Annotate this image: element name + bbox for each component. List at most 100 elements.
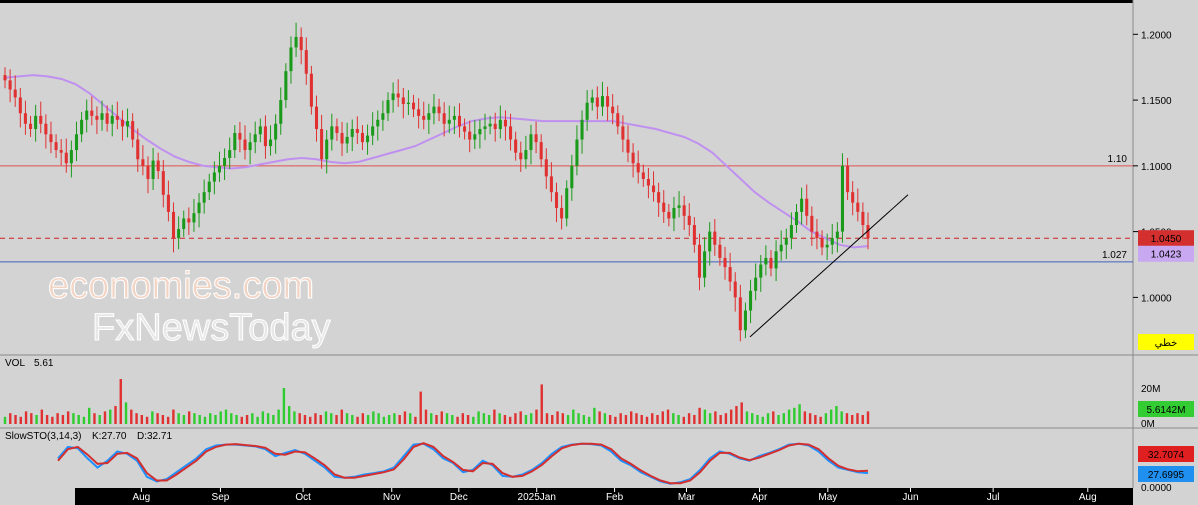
volume-bar — [319, 415, 322, 424]
candle-body — [789, 225, 793, 239]
volume-bar — [293, 411, 296, 424]
candle-body — [233, 132, 237, 151]
candle-body — [54, 142, 58, 151]
candle-body — [570, 165, 574, 189]
volume-bar — [577, 413, 580, 424]
candle-body — [606, 96, 610, 107]
candle-body — [156, 160, 160, 172]
volume-bar — [482, 413, 486, 424]
volume-bar — [803, 411, 807, 424]
volume-bar — [661, 411, 664, 424]
candle-body — [830, 238, 834, 245]
volume-bar — [103, 411, 107, 424]
volume-bar — [403, 411, 407, 424]
volume-bar — [124, 402, 128, 424]
volume-bar — [624, 415, 628, 424]
volume-bar — [824, 413, 828, 424]
volume-bar — [582, 415, 586, 424]
volume-bar — [287, 406, 291, 424]
candle-body — [800, 198, 804, 212]
candle-body — [192, 213, 196, 223]
volume-bar — [145, 416, 149, 424]
volume-bar — [630, 411, 633, 424]
volume-bar — [114, 406, 117, 424]
candle-body — [350, 129, 354, 137]
candle-body — [452, 115, 456, 120]
price-badge-label: خطي — [1155, 338, 1178, 349]
volume-bars — [3, 379, 870, 424]
candle-body — [662, 202, 666, 212]
volume-bar — [593, 407, 596, 424]
candle-body — [667, 211, 671, 219]
x-tick-label: Aug — [132, 492, 150, 503]
candle-body — [713, 231, 717, 245]
candle-body — [488, 123, 492, 127]
volume-bar — [193, 413, 196, 424]
candle-body — [161, 171, 165, 195]
volume-badge — [1138, 401, 1194, 417]
volume-badge-label: 5.6142M — [1147, 405, 1186, 416]
candle-body — [44, 123, 48, 135]
candle-body — [524, 150, 528, 160]
candle-body — [299, 36, 303, 51]
volume-bar — [782, 413, 786, 424]
candle-body — [738, 297, 742, 331]
volume-bar — [493, 409, 496, 424]
volume-tick-label: 20M — [1141, 384, 1160, 395]
volume-bar — [77, 415, 80, 424]
candle-body — [672, 207, 676, 219]
volume-bar — [261, 411, 265, 424]
candle-body — [708, 231, 712, 252]
price-tick-label: 1.1000 — [1141, 162, 1172, 173]
volume-bar — [82, 416, 86, 424]
volume-bar — [235, 415, 238, 424]
candle-body — [437, 106, 441, 114]
candle-body — [851, 192, 855, 203]
sto-d-badge — [1138, 446, 1194, 462]
volume-bar — [677, 415, 680, 424]
volume-bar — [182, 415, 186, 424]
sto-tick-label: 0.0000 — [1141, 483, 1172, 494]
candle-body — [279, 100, 283, 124]
candle-body — [309, 73, 313, 107]
x-tick-label: Feb — [606, 492, 624, 503]
candle-body — [325, 139, 329, 160]
candle-body — [376, 119, 380, 127]
candle-body — [565, 188, 569, 219]
candle-body — [100, 113, 104, 120]
volume-bar — [498, 413, 501, 424]
volume-bar — [466, 415, 470, 424]
trendline — [749, 194, 909, 338]
volume-bar — [851, 415, 854, 424]
candle-body — [840, 165, 844, 232]
candle-body — [85, 110, 89, 120]
candle-body — [18, 97, 22, 114]
sto-k-badge-label: 27.6995 — [1148, 470, 1185, 481]
volume-bar — [719, 415, 722, 424]
x-tick-label: 2025Jan — [518, 492, 556, 503]
volume-bar — [693, 415, 696, 424]
candle-body — [371, 126, 375, 136]
candle-body — [432, 106, 436, 114]
candle-body — [146, 165, 150, 179]
candle-body — [473, 134, 477, 140]
volume-bar — [87, 407, 91, 424]
volume-bar — [829, 409, 833, 424]
candle-body — [442, 113, 446, 124]
level-label: 1.10 — [1108, 154, 1128, 165]
volume-bar — [703, 409, 707, 424]
volume-bar — [772, 411, 775, 424]
stochastic-d-line — [57, 442, 869, 485]
candle-body — [493, 123, 497, 130]
volume-bar — [440, 411, 443, 424]
candle-body — [95, 115, 99, 120]
candle-body — [366, 135, 370, 143]
volume-bar — [840, 411, 843, 424]
price-badge — [1138, 245, 1194, 262]
candle-body — [401, 97, 405, 105]
volume-bar — [808, 413, 812, 424]
volume-axis: 20M 0M 5.6142M — [1138, 384, 1194, 430]
volume-bar — [245, 415, 249, 424]
candle-body — [595, 97, 599, 107]
